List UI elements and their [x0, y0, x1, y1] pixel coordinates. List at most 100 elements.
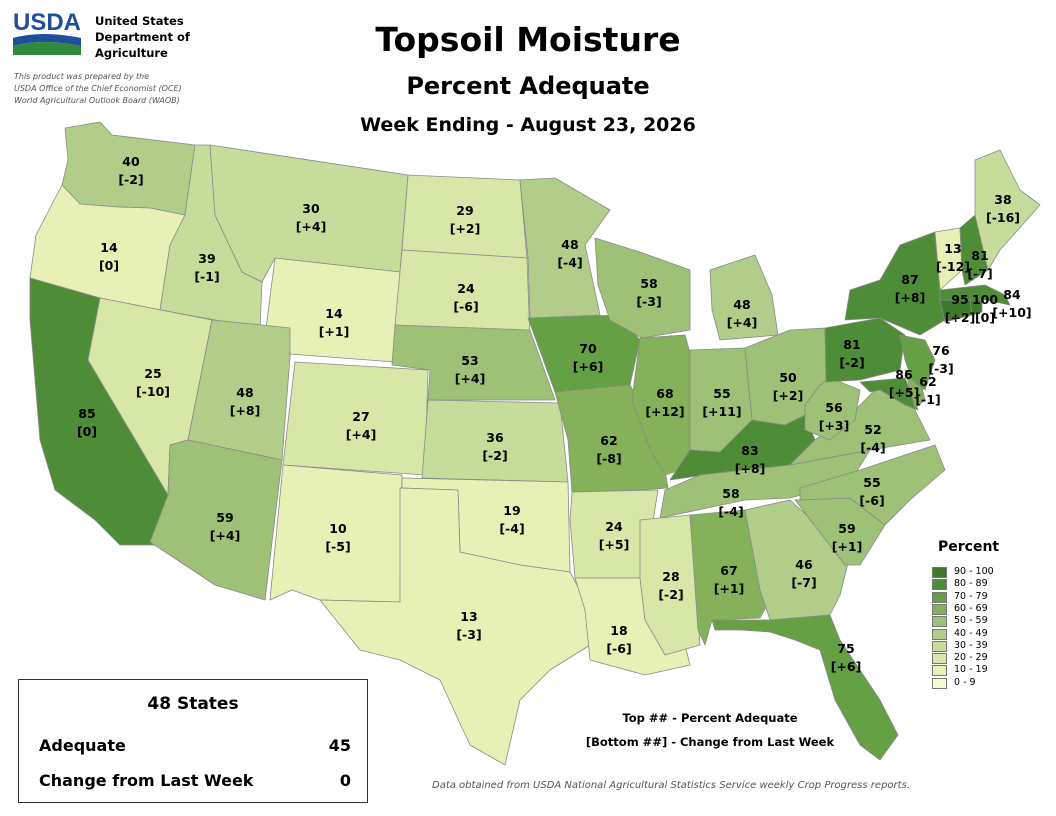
map-subtitle: Percent Adequate [406, 72, 650, 100]
state-value-ky: 83 [741, 443, 758, 458]
state-change-ia: [+6] [573, 359, 604, 374]
state-value-mn: 48 [561, 237, 578, 252]
state-change-va: [-4] [860, 440, 885, 455]
state-shape-ny [844, 231, 946, 336]
state-change-ar: [+5] [599, 537, 630, 552]
state-change-me: [-16] [986, 210, 1020, 225]
legend-swatch [932, 653, 947, 665]
state-change-ky: [+8] [735, 461, 766, 476]
state-shape-wv [804, 377, 861, 441]
summary-value: 45 [328, 736, 351, 755]
state-shape-az [149, 439, 283, 601]
legend-swatch [932, 591, 947, 603]
state-value-il: 68 [656, 386, 673, 401]
state-value-tn: 58 [722, 486, 739, 501]
legend-label: 10 - 19 [954, 664, 988, 676]
state-change-ut: [+8] [230, 403, 261, 418]
legend-label: 30 - 39 [954, 639, 988, 651]
state-change-sd: [-6] [453, 299, 478, 314]
summary-box: 48 States Adequate 45 Change from Last W… [18, 679, 368, 803]
state-value-wi: 58 [640, 276, 657, 291]
legend-title: Percent [938, 539, 1000, 555]
state-change-fl: [+6] [831, 659, 862, 674]
state-value-mt: 30 [302, 201, 320, 216]
state-value-ia: 70 [579, 341, 597, 356]
legend-label: 20 - 29 [954, 652, 988, 664]
state-shape-ga [744, 499, 851, 621]
legend-swatch [932, 677, 947, 689]
usda-logo: USDA [13, 9, 81, 55]
state-value-mo: 62 [600, 433, 617, 448]
state-shape-pa [824, 317, 906, 383]
state-value-ok: 19 [503, 503, 520, 518]
state-value-ar: 24 [605, 519, 623, 534]
state-shape-mn [519, 177, 611, 319]
state-value-nv: 25 [144, 366, 161, 381]
legend-swatch [932, 603, 947, 615]
state-change-mt: [+4] [296, 219, 327, 234]
state-value-de: 62 [919, 374, 936, 389]
state-change-il: [+12] [645, 404, 684, 419]
state-value-ma: 84 [1003, 287, 1021, 302]
state-value-or: 14 [100, 240, 118, 255]
legend-label: 80 - 89 [954, 578, 988, 590]
state-value-ks: 36 [486, 430, 504, 445]
state-shape-me [974, 149, 1041, 271]
state-change-co: [+4] [346, 427, 377, 442]
state-shape-va [789, 384, 931, 466]
state-change-sc: [+1] [832, 539, 863, 554]
summary-label: Change from Last Week [39, 771, 254, 790]
state-value-vt: 13 [944, 241, 961, 256]
state-change-id: [-1] [194, 269, 219, 284]
state-change-al: [+1] [714, 581, 745, 596]
state-value-in: 55 [713, 386, 730, 401]
state-value-sd: 24 [457, 281, 475, 296]
state-shape-nj [899, 334, 936, 391]
state-shape-wi [594, 237, 691, 339]
state-shape-fl [711, 614, 899, 761]
state-change-az: [+4] [210, 528, 241, 543]
state-value-ga: 46 [795, 557, 813, 572]
source-note: Data obtained from USDA National Agricul… [432, 780, 910, 791]
state-change-oh: [+2] [773, 388, 804, 403]
state-change-nc: [-6] [859, 493, 884, 508]
state-value-ca: 85 [78, 406, 95, 421]
state-value-ms: 28 [662, 569, 679, 584]
state-value-fl: 75 [837, 641, 854, 656]
map-title: Topsoil Moisture [375, 20, 681, 59]
state-shape-nh [959, 214, 989, 286]
legend-swatch [932, 640, 947, 652]
legend-label: 70 - 79 [954, 590, 988, 602]
state-value-me: 38 [994, 192, 1011, 207]
summary-row-change: Change from Last Week 0 [39, 771, 351, 790]
summary-title: 48 States [147, 694, 239, 714]
explanation-top: Top ## - Percent Adequate [622, 711, 798, 725]
state-shape-tx [319, 487, 591, 766]
state-change-tx: [-3] [456, 627, 481, 642]
legend-label: 50 - 59 [954, 615, 988, 627]
state-value-ct: 95 [951, 292, 968, 307]
state-change-pa: [-2] [839, 355, 864, 370]
state-shape-nc [799, 444, 946, 526]
state-value-ny: 87 [901, 272, 918, 287]
state-change-wa: [-2] [118, 172, 143, 187]
legend-label: 60 - 69 [954, 602, 988, 614]
state-value-nm: 10 [329, 521, 347, 536]
state-value-oh: 50 [779, 370, 797, 385]
state-change-tn: [-4] [718, 504, 743, 519]
state-change-mn: [-4] [557, 255, 582, 270]
state-change-ct: [+2] [945, 310, 976, 325]
state-value-md: 86 [895, 367, 913, 382]
state-value-nh: 81 [971, 248, 988, 263]
state-shape-md [859, 377, 919, 411]
state-change-ga: [-7] [791, 575, 816, 590]
state-change-nj: [-3] [928, 361, 953, 376]
state-change-mi: [+4] [727, 315, 758, 330]
week-ending: Week Ending - August 23, 2026 [360, 114, 696, 136]
state-change-ks: [-2] [482, 448, 507, 463]
state-change-la: [-6] [606, 641, 631, 656]
state-value-wy: 14 [325, 306, 343, 321]
state-change-ma: [+10] [992, 305, 1031, 320]
state-change-or: [0] [99, 258, 119, 273]
